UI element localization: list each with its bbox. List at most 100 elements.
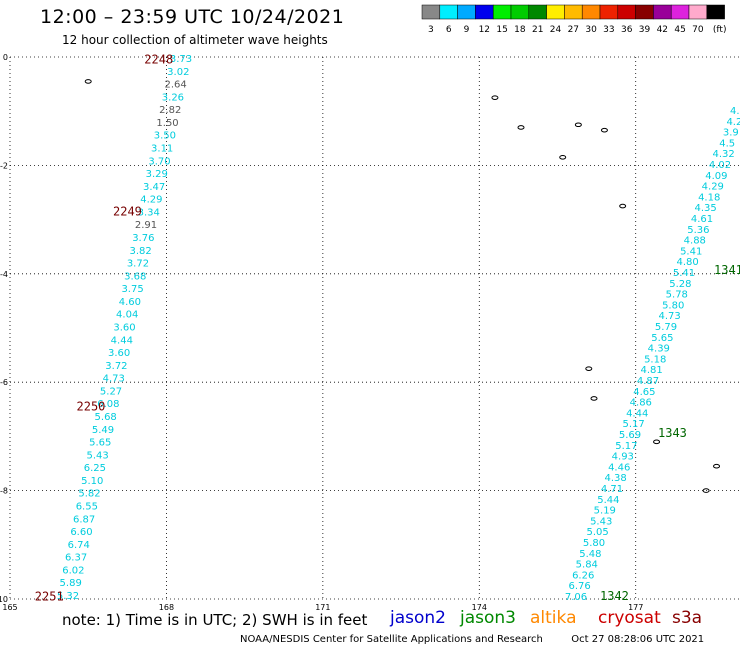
swh-label-track-b: 5.79 <box>655 322 677 333</box>
swh-label-track-b: 5.17 <box>615 441 637 452</box>
swh-label-track-a: 2.82 <box>159 105 181 116</box>
swh-label-track-b: 5.84 <box>576 560 598 571</box>
time-label-track-b: 1343 <box>658 426 687 440</box>
swh-label-track-b: 4.18 <box>698 192 720 203</box>
swh-label-track-b: 5.05 <box>586 527 608 538</box>
y-tick-label: -10 <box>0 595 8 604</box>
swh-label-track-a: 6.87 <box>73 514 95 525</box>
footer-source: NOAA/NESDIS Center for Satellite Applica… <box>240 634 543 645</box>
swh-label-track-b: 5.78 <box>666 290 688 301</box>
swh-label-track-b: 4.29 <box>702 182 724 193</box>
swh-label-track-a: 5.65 <box>89 438 111 449</box>
swh-label-track-a: 5.27 <box>100 386 122 397</box>
colorbar-label: 70 <box>692 25 704 35</box>
footer-timestamp: Oct 27 08:28:06 UTC 2021 <box>571 634 705 645</box>
swh-label-track-b: 5.69 <box>619 430 641 441</box>
y-tick-label: -4 <box>0 270 8 279</box>
swh-label-track-a: 3.68 <box>124 271 146 282</box>
time-label-track-b: 1341 <box>714 263 740 277</box>
island-outline <box>619 203 627 209</box>
colorbar-label: 6 <box>446 25 452 35</box>
swh-label-track-a: 3.75 <box>121 284 143 295</box>
swh-label-track-b: 5.36 <box>687 225 709 236</box>
swh-label-track-b: 4.38 <box>604 473 626 484</box>
island-outline <box>702 488 710 493</box>
island-outline <box>574 122 582 128</box>
colorbar-label: 30 <box>585 25 597 35</box>
swh-label-track-b: 4.39 <box>648 344 670 355</box>
island-outline <box>491 95 499 100</box>
swh-label-track-b: 5.41 <box>680 246 702 257</box>
swh-label-track-a: 3.11 <box>151 144 173 155</box>
island-outline <box>600 127 608 133</box>
swh-label-track-b: 4.87 <box>637 376 659 387</box>
colorbar-swatch <box>706 4 725 20</box>
time-label-track-a: 2248 <box>144 53 173 67</box>
x-tick-label: 165 <box>2 603 17 612</box>
x-tick-label: 174 <box>472 603 487 612</box>
colorbar-label: 33 <box>603 25 614 35</box>
swh-label-track-a: 4.73 <box>103 374 125 385</box>
swh-label-track-b: 4.88 <box>684 236 706 247</box>
swh-label-track-a: 4.44 <box>111 335 133 346</box>
swh-label-track-a: 6.02 <box>62 565 84 576</box>
wave-height-colorbar: 3 6 9 12 15 18 21 24 27 30 33 36 39 42 45 70 (ft) <box>421 4 726 35</box>
swh-label-track-b: 4.35 <box>694 203 716 214</box>
island-outline <box>653 439 661 445</box>
swh-label-track-b: 4.09 <box>705 171 727 182</box>
swh-label-track-b: 6.76 <box>568 581 590 592</box>
y-tick-label: -2 <box>0 161 8 170</box>
island-outline <box>84 79 92 84</box>
swh-label-track-b: 5.17 <box>622 419 644 430</box>
swh-label-track-b: 4.73 <box>658 311 680 322</box>
swh-label-track-a: 3.47 <box>143 182 165 193</box>
swh-label-track-b: 4.81 <box>640 365 662 376</box>
swh-label-track-b: 5.41 <box>673 268 695 279</box>
swh-label-track-b: 5.65 <box>651 333 673 344</box>
swh-label-track-b: 5.80 <box>583 538 605 549</box>
swh-label-track-a: 3.82 <box>130 246 152 257</box>
swh-label-track-a: 6.55 <box>76 502 98 513</box>
swh-label-track-a: 6.74 <box>68 540 90 551</box>
swh-label-track-a: 3.60 <box>108 348 130 359</box>
island-outline <box>559 154 567 160</box>
swh-label-track-a: 5.68 <box>95 412 117 423</box>
swh-label-track-b: 6.26 <box>572 570 594 581</box>
swh-label-track-a: 5.82 <box>78 489 100 500</box>
colorbar-label: 27 <box>568 25 579 35</box>
y-tick-label: -6 <box>0 378 8 387</box>
swh-label-track-b: 4.44 <box>626 408 648 419</box>
colorbar-label: 15 <box>496 25 507 35</box>
swh-label-track-b: 4.4 <box>730 106 740 117</box>
colorbar-label: 3 <box>428 25 434 35</box>
swh-label-track-a: 3.70 <box>148 156 170 167</box>
swh-label-track-b: 4.61 <box>691 214 713 225</box>
swh-label-track-a: 6.08 <box>97 399 119 410</box>
swh-label-track-b: 4.46 <box>608 462 630 473</box>
swh-label-track-a: 3.73 <box>170 54 192 65</box>
time-label-track-a: 2249 <box>113 204 142 218</box>
swh-label-track-a: 4.04 <box>116 310 138 321</box>
swh-label-track-a: 2.64 <box>164 80 186 91</box>
swh-label-track-b: 4.65 <box>633 387 655 398</box>
swh-label-track-b: 4.02 <box>709 160 731 171</box>
swh-label-track-b: 3.9 <box>723 128 739 139</box>
colorbar-label: 12 <box>479 25 490 35</box>
swh-label-track-a: 3.29 <box>146 169 168 180</box>
swh-label-track-b: 5.48 <box>579 549 601 560</box>
swh-label-track-a: 5.32 <box>57 591 79 602</box>
swh-label-track-b: 5.44 <box>597 495 619 506</box>
swh-label-track-b: 5.28 <box>669 279 691 290</box>
colorbar-label: 21 <box>532 25 543 35</box>
swh-label-track-b: 4.2 <box>726 117 740 128</box>
island-outline <box>517 125 525 130</box>
footer: NOAA/NESDIS Center for Satellite Applica… <box>240 634 704 645</box>
swh-label-track-a: 2.91 <box>135 220 157 231</box>
x-tick-label: 168 <box>159 603 174 612</box>
time-label-track-b: 1342 <box>600 589 629 603</box>
x-tick-label: 171 <box>315 603 330 612</box>
swh-label-track-b: 7.06 <box>565 592 587 603</box>
swh-label-track-b: 5.18 <box>644 354 666 365</box>
island-outline <box>585 366 593 371</box>
